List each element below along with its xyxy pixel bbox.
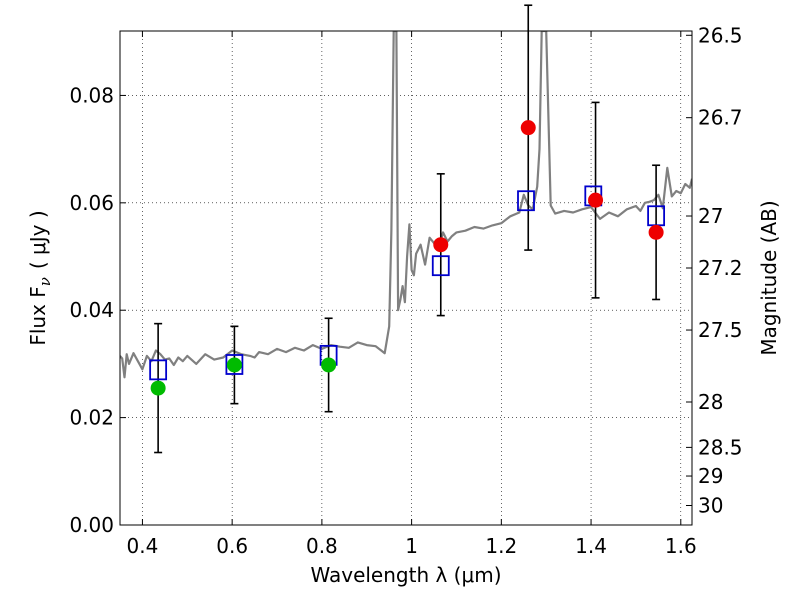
y-tick-label: 0.04	[69, 298, 114, 322]
x-tick-label: 1.6	[665, 534, 697, 558]
y-axis-title-sub: ν	[36, 277, 54, 286]
y2-tick-label: 27.2	[698, 256, 743, 280]
model-square-marker	[149, 359, 168, 381]
y2-tick-label: 28.5	[698, 435, 743, 459]
nir-data-point	[588, 192, 604, 208]
model-square-marker	[517, 190, 535, 212]
optical-data-point	[150, 380, 166, 396]
y2-tick-label: 26.7	[698, 106, 743, 130]
y2-axis-title: Magnitude (AB)	[757, 200, 781, 355]
nir-data-point	[648, 224, 664, 240]
y2-tick-label: 27.5	[698, 318, 743, 342]
x-tick-label: 0.8	[306, 534, 338, 558]
optical-data-point	[321, 357, 337, 373]
y2-tick-label: 29	[698, 464, 723, 488]
y-tick-label: 0.08	[69, 83, 114, 107]
tick-labels: 0.4 0.6 0.8 1 1.2 1.4 1.6 0.00 0.02 0.04 0.06 0.08 2…	[69, 23, 742, 558]
errorbar-layer	[154, 4, 661, 454]
x-tick-label: 0.4	[127, 534, 159, 558]
marker-layer	[149, 120, 666, 396]
nir-data-point	[520, 120, 536, 136]
x-tick-label: 1.2	[485, 534, 517, 558]
y-tick-label: 0.02	[69, 406, 114, 430]
y-axis-title: Flux Fν ( μJy )	[26, 210, 54, 345]
y2-tick-label: 27	[698, 204, 723, 228]
plot-frame	[119, 30, 693, 526]
x-tick-label: 0.6	[216, 534, 248, 558]
optical-data-point	[226, 357, 242, 373]
y2-tick-label: 28	[698, 390, 723, 414]
y-axis-title-unit: ( μJy )	[26, 210, 50, 269]
spectrum-layer	[120, 31, 692, 379]
y-tick-label: 0.00	[69, 513, 114, 537]
x-tick-label: 1	[405, 534, 418, 558]
y-axis-title-main: Flux F	[26, 286, 50, 345]
nir-data-point	[433, 237, 449, 253]
model-square-marker	[431, 255, 450, 277]
x-tick-label: 1.4	[575, 534, 607, 558]
x-axis-title: Wavelength λ (μm)	[310, 563, 501, 587]
y2-tick-label: 30	[698, 494, 723, 518]
y2-tick-label: 26.5	[698, 23, 743, 47]
y-tick-label: 0.06	[69, 191, 114, 215]
spectrum-line	[120, 31, 692, 379]
model-square-marker	[225, 354, 244, 375]
ticks	[120, 31, 692, 526]
